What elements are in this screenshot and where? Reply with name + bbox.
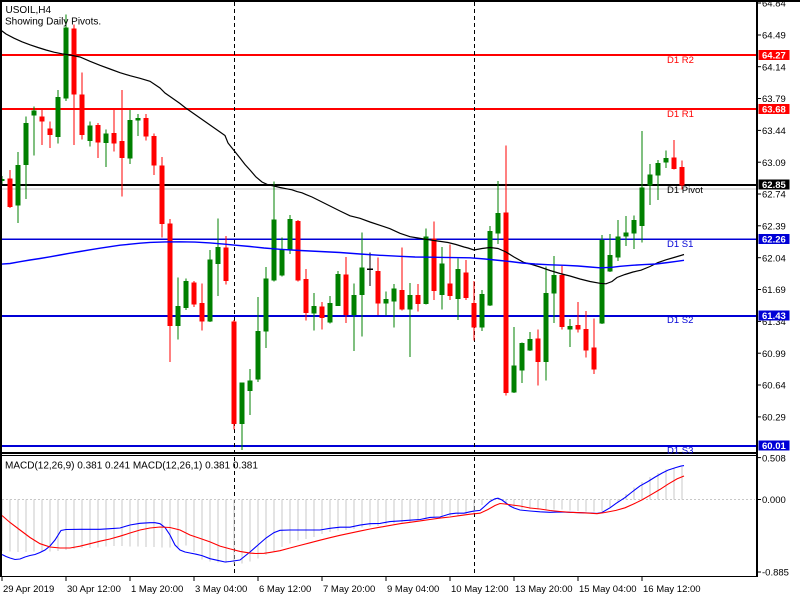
svg-text:D1 R2: D1 R2 (667, 55, 694, 66)
svg-text:64.27: 64.27 (762, 51, 786, 62)
svg-text:60.99: 60.99 (762, 349, 786, 360)
svg-text:62.74: 62.74 (762, 190, 786, 201)
svg-text:62.85: 62.85 (762, 180, 786, 191)
svg-text:62.26: 62.26 (762, 235, 786, 246)
svg-text:29 Apr 2019: 29 Apr 2019 (3, 584, 54, 595)
svg-text:USOIL,H4: USOIL,H4 (6, 5, 52, 16)
svg-text:6 May 12:00: 6 May 12:00 (259, 584, 311, 595)
svg-text:62.04: 62.04 (762, 253, 786, 264)
svg-text:64.84: 64.84 (762, 0, 786, 10)
svg-text:10 May 12:00: 10 May 12:00 (451, 584, 509, 595)
svg-text:D1 R1: D1 R1 (667, 109, 694, 120)
svg-text:1 May 20:00: 1 May 20:00 (131, 584, 183, 595)
svg-text:62.39: 62.39 (762, 222, 786, 233)
svg-text:63.44: 63.44 (762, 126, 786, 137)
svg-text:9 May 04:00: 9 May 04:00 (387, 584, 439, 595)
svg-text:60.64: 60.64 (762, 381, 786, 392)
svg-text:61.69: 61.69 (762, 285, 786, 296)
svg-text:D1 Pivot: D1 Pivot (667, 185, 703, 196)
svg-text:MACD(12,26,9) 0.381 0.241 MACD: MACD(12,26,9) 0.381 0.241 MACD(12,26,1) … (5, 461, 258, 472)
svg-text:60.29: 60.29 (762, 413, 786, 424)
svg-text:63.79: 63.79 (762, 94, 786, 105)
svg-text:7 May 20:00: 7 May 20:00 (323, 584, 375, 595)
svg-text:15 May 04:00: 15 May 04:00 (579, 584, 637, 595)
svg-text:0.508: 0.508 (762, 453, 786, 464)
svg-text:-0.885: -0.885 (762, 568, 789, 579)
svg-text:3 May 04:00: 3 May 04:00 (195, 584, 247, 595)
svg-text:64.49: 64.49 (762, 31, 786, 42)
svg-text:D1 S3: D1 S3 (667, 446, 693, 457)
svg-text:63.09: 63.09 (762, 158, 786, 169)
svg-text:D1 S2: D1 S2 (667, 315, 693, 326)
svg-text:13 May 20:00: 13 May 20:00 (515, 584, 573, 595)
svg-text:16 May 12:00: 16 May 12:00 (643, 584, 701, 595)
svg-text:D1 S1: D1 S1 (667, 239, 693, 250)
svg-text:60.01: 60.01 (762, 441, 786, 452)
svg-text:64.14: 64.14 (762, 62, 786, 73)
svg-text:61.43: 61.43 (762, 311, 786, 322)
svg-text:63.68: 63.68 (762, 105, 786, 116)
svg-text:Showing Daily Pivots.: Showing Daily Pivots. (5, 17, 101, 28)
svg-text:61.34: 61.34 (762, 317, 786, 328)
svg-text:30 Apr 12:00: 30 Apr 12:00 (67, 584, 121, 595)
svg-text:0.000: 0.000 (762, 495, 786, 506)
